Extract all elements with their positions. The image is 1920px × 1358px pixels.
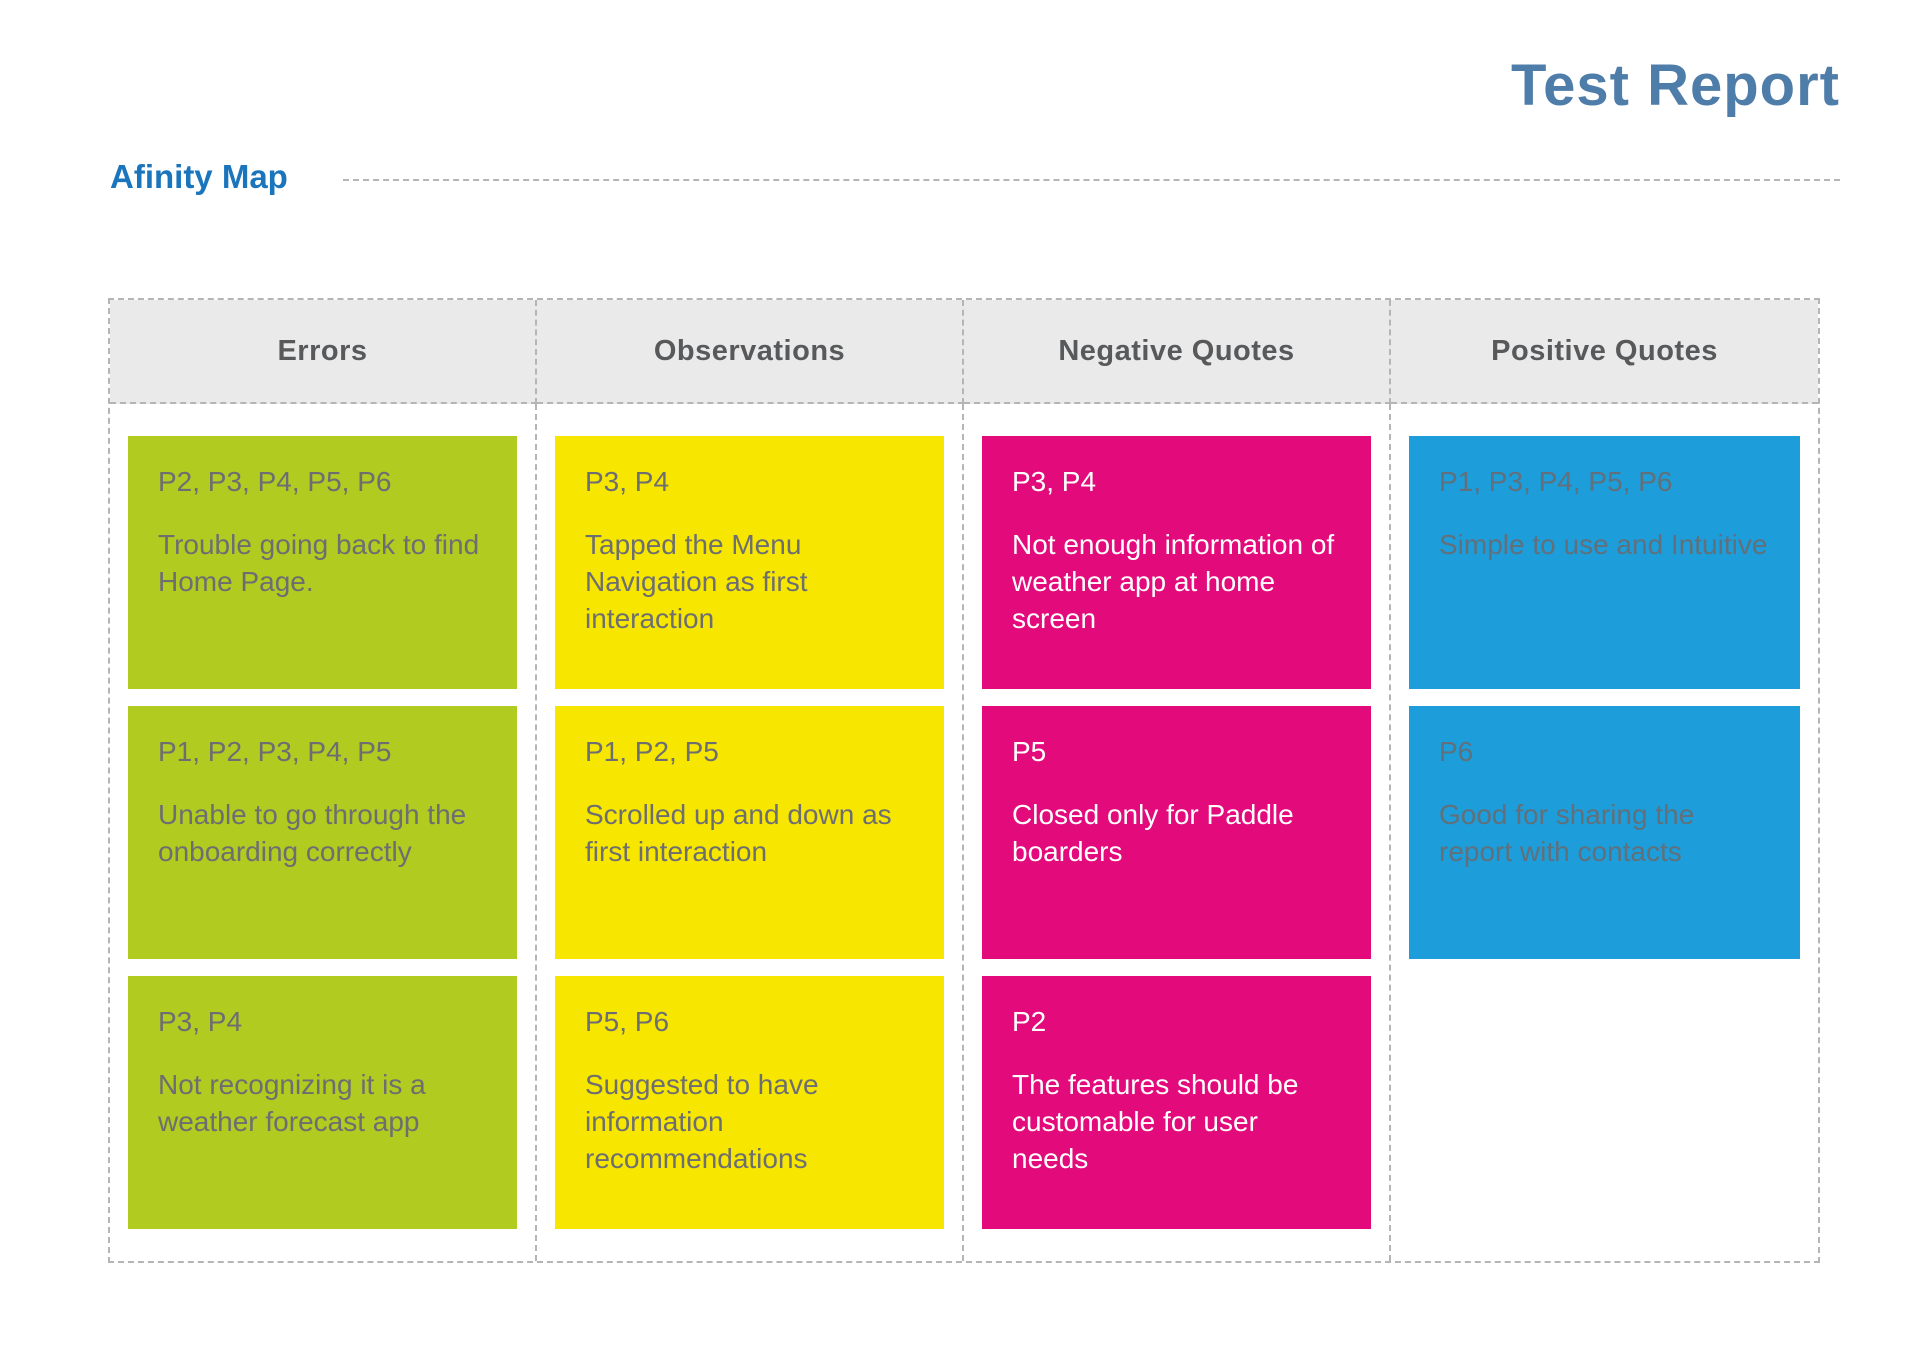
column-errors: P2, P3, P4, P5, P6 Trouble going back to… — [110, 404, 537, 1261]
card-text: Scrolled up and down as first interactio… — [585, 798, 892, 867]
dashed-divider — [342, 179, 1840, 181]
section-title: Afinity Map — [110, 158, 288, 195]
card-participants: P1, P2, P5 — [585, 736, 719, 767]
column-positive-quotes: P1, P3, P4, P5, P6 Simple to use and Int… — [1391, 404, 1818, 1261]
card-text: Simple to use and Intuitive — [1439, 528, 1768, 560]
card: P3, P4 Not recognizing it is a weather f… — [128, 976, 517, 1229]
card-text: Good for sharing the report with contact… — [1439, 798, 1695, 867]
column-header-positive-quotes: Positive Quotes — [1391, 300, 1818, 404]
card-participants: P1, P3, P4, P5, P6 — [1439, 466, 1673, 497]
card-text: Not recognizing it is a weather forecast… — [158, 1068, 426, 1137]
card: P1, P2, P3, P4, P5 Unable to go through … — [128, 706, 517, 959]
card: P6 Good for sharing the report with cont… — [1409, 706, 1800, 959]
page-title: Test Report — [1511, 53, 1840, 118]
card: P5 Closed only for Paddle boarders — [982, 706, 1371, 959]
column-header-errors: Errors — [110, 300, 537, 404]
card: P3, P4 Not enough information of weather… — [982, 436, 1371, 689]
card-participants: P3, P4 — [158, 1006, 243, 1037]
column-header-negative-quotes: Negative Quotes — [964, 300, 1391, 404]
card: P3, P4 Tapped the Menu Navigation as fir… — [555, 436, 944, 689]
column-header-observations: Observations — [537, 300, 964, 404]
card-text: Trouble going back to find Home Page. — [158, 528, 480, 597]
card-text: Not enough information of weather app at… — [1012, 528, 1335, 634]
card-participants: P2, P3, P4, P5, P6 — [158, 466, 392, 497]
card-participants: P1, P2, P3, P4, P5 — [158, 736, 392, 767]
card-participants: P5 — [1012, 736, 1047, 767]
card-participants: P3, P4 — [1012, 466, 1097, 497]
section-header: Afinity Map — [110, 158, 1840, 196]
card-participants: P6 — [1439, 736, 1474, 767]
card: P2 The features should be customable for… — [982, 976, 1371, 1229]
column-negative-quotes: P3, P4 Not enough information of weather… — [964, 404, 1391, 1261]
card-text: The features should be customable for us… — [1012, 1068, 1299, 1174]
card: P1, P3, P4, P5, P6 Simple to use and Int… — [1409, 436, 1800, 689]
card-text: Suggested to have information recommenda… — [585, 1068, 819, 1174]
card-participants: P2 — [1012, 1006, 1047, 1037]
card-text: Closed only for Paddle boarders — [1012, 798, 1294, 867]
card: P2, P3, P4, P5, P6 Trouble going back to… — [128, 436, 517, 689]
card-participants: P5, P6 — [585, 1006, 670, 1037]
column-observations: P3, P4 Tapped the Menu Navigation as fir… — [537, 404, 964, 1261]
card: P1, P2, P5 Scrolled up and down as first… — [555, 706, 944, 959]
card: P5, P6 Suggested to have information rec… — [555, 976, 944, 1229]
affinity-board: Errors Observations Negative Quotes Posi… — [108, 298, 1820, 1263]
card-participants: P3, P4 — [585, 466, 670, 497]
card-text: Unable to go through the onboarding corr… — [158, 798, 467, 867]
card-text: Tapped the Menu Navigation as first inte… — [585, 528, 808, 634]
